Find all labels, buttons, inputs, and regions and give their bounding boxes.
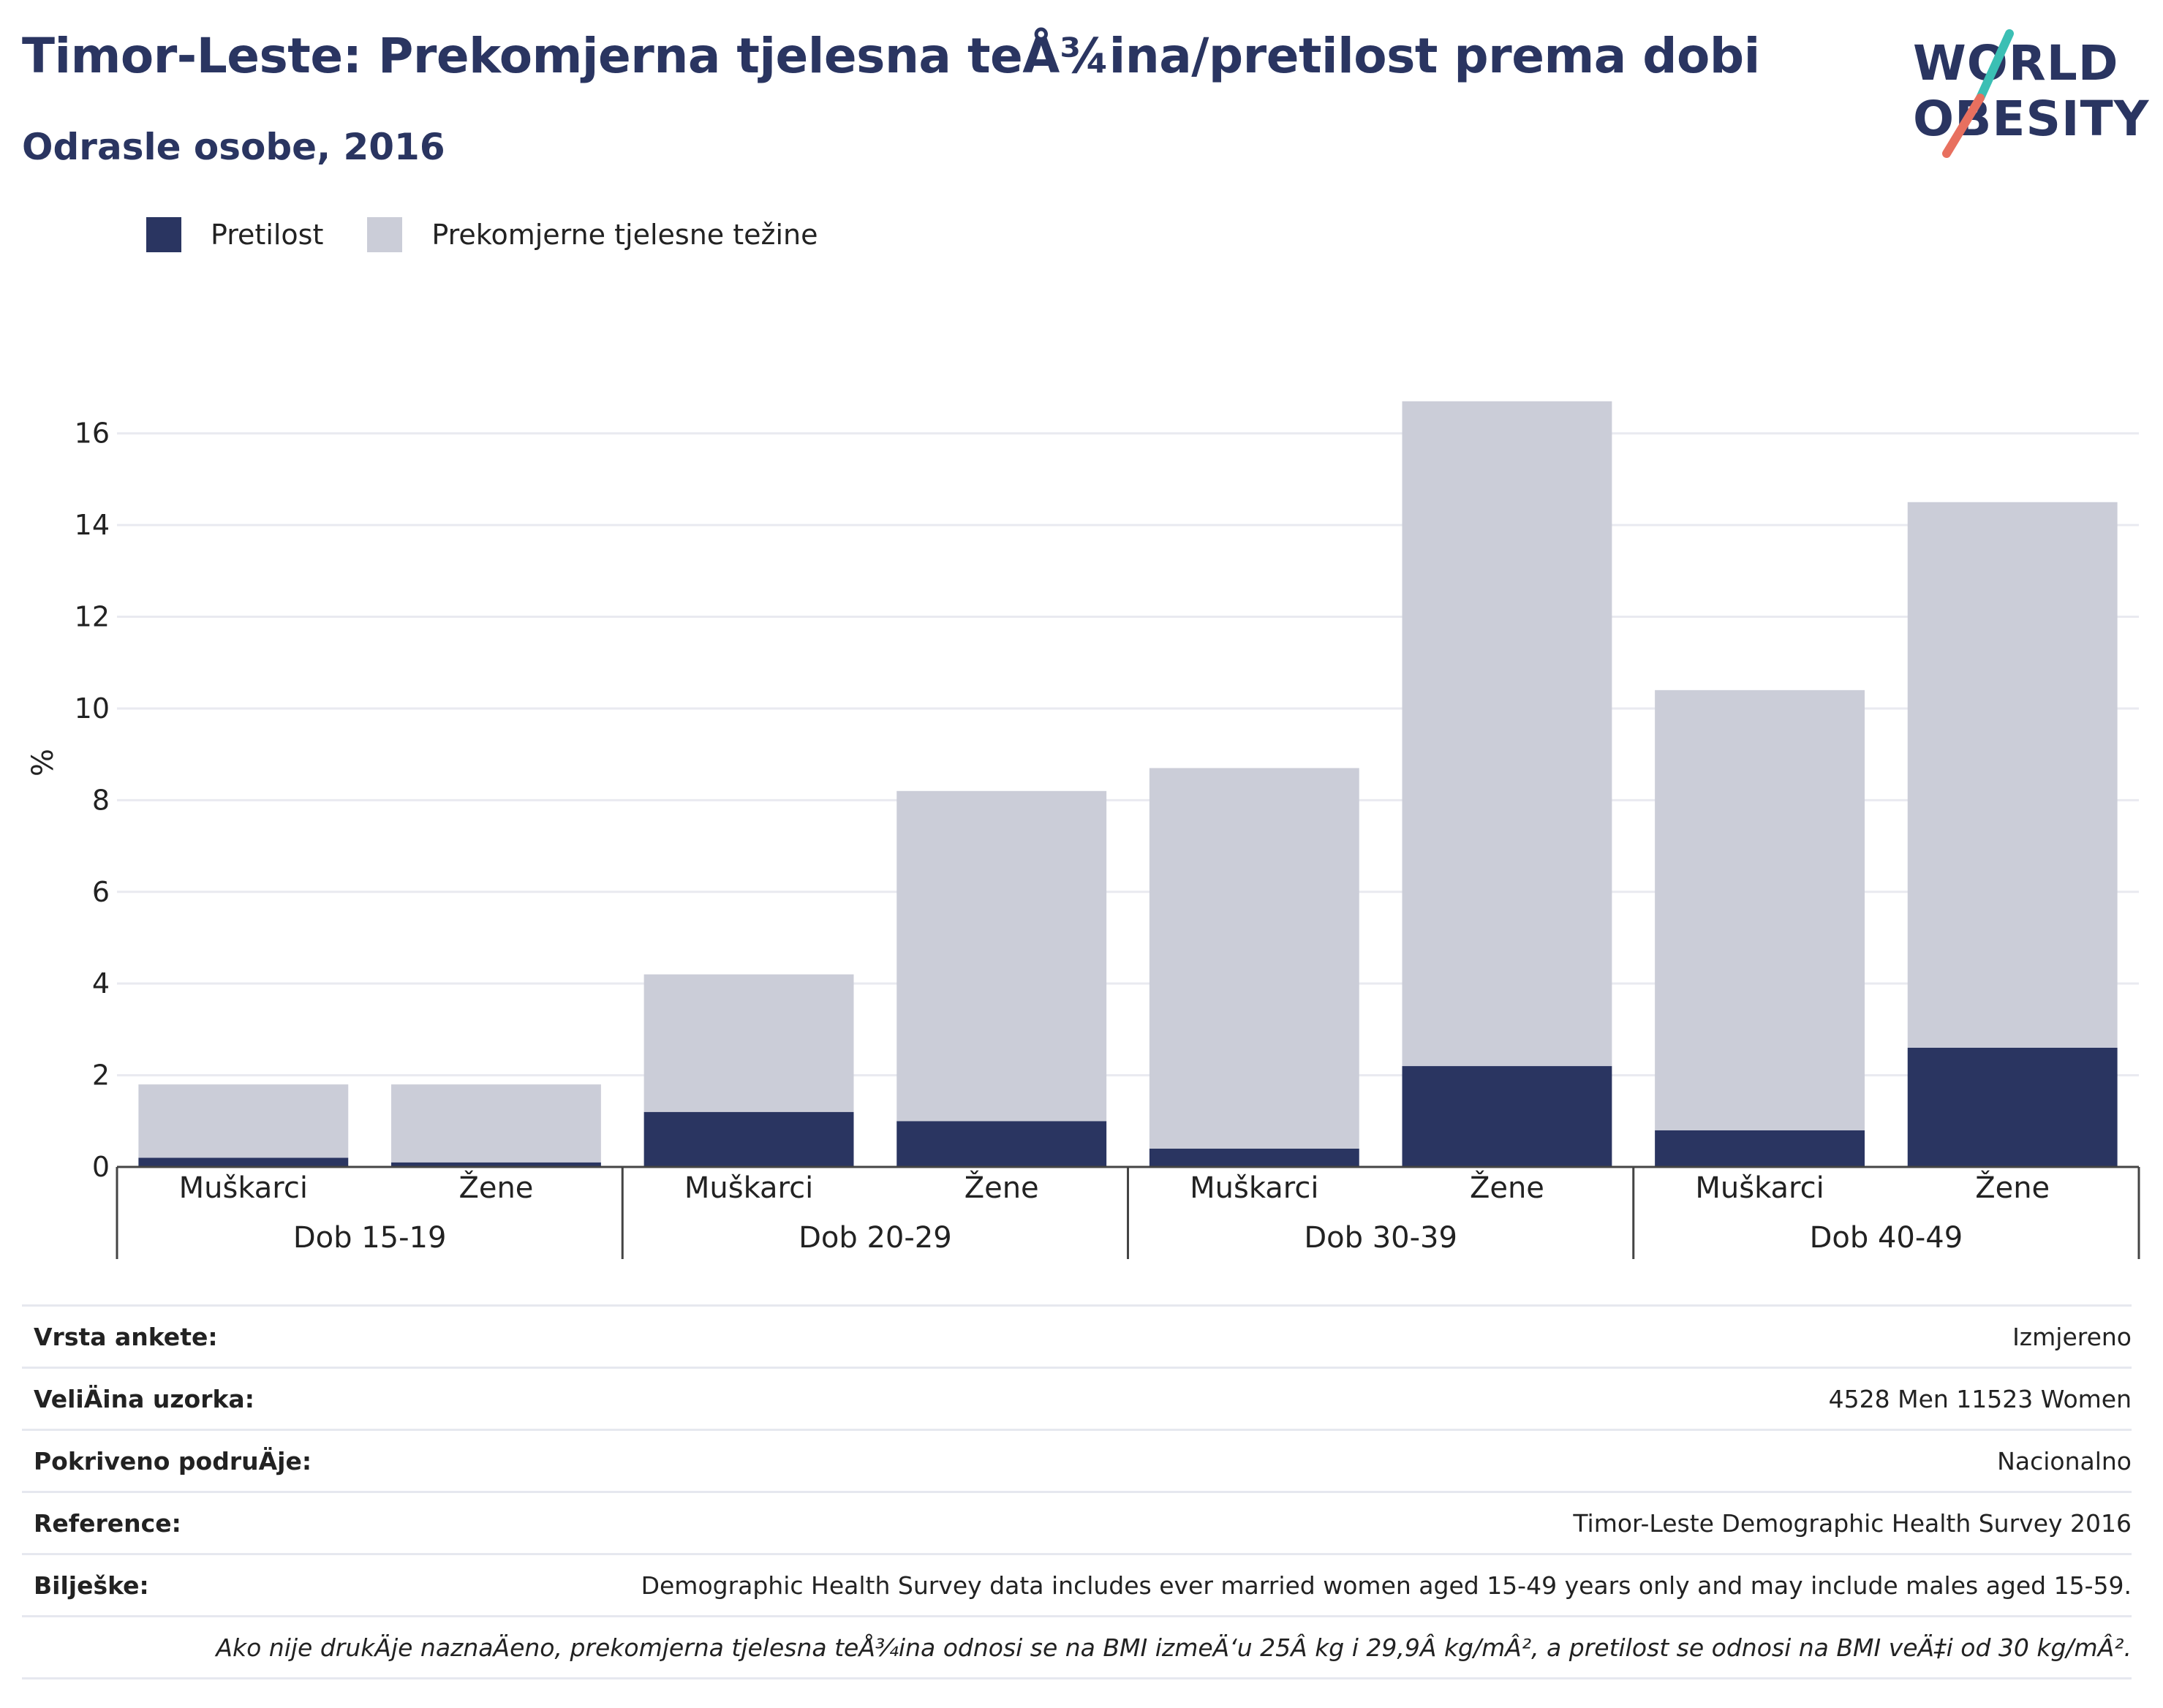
bmi-footnote: Ako nije drukÄje naznaÄeno, prekomjern… xyxy=(22,1615,2132,1679)
info-value: Demographic Health Survey data includes … xyxy=(641,1571,2132,1600)
info-row-sample-size: VeliÄina uzorka: 4528 Men 11523 Women xyxy=(22,1367,2132,1429)
y-tick-label: 2 xyxy=(92,1059,110,1092)
bar-obesity xyxy=(1403,1066,1612,1167)
x-tick-label: Muškarci xyxy=(684,1171,813,1205)
y-tick-label: 4 xyxy=(92,967,110,1000)
x-tick-label: Žene xyxy=(458,1170,533,1205)
bar-overweight xyxy=(1908,502,2118,1048)
x-tick-label: Žene xyxy=(965,1170,1039,1205)
x-tick-label: Muškarci xyxy=(1190,1171,1318,1205)
info-value: Timor-Leste Demographic Health Survey 20… xyxy=(1573,1509,2132,1538)
survey-info-table: Vrsta ankete: Izmjereno VeliÄina uzorka… xyxy=(22,1304,2132,1679)
bar-obesity xyxy=(1655,1130,1865,1167)
y-tick-label: 6 xyxy=(92,876,110,908)
y-tick-label: 16 xyxy=(75,417,110,450)
x-tick-label: Muškarci xyxy=(1695,1171,1824,1205)
y-tick-label: 14 xyxy=(75,509,110,541)
y-tick-label: 0 xyxy=(92,1151,110,1183)
y-tick-label: 8 xyxy=(92,784,110,816)
x-tick-label: Žene xyxy=(1470,1170,1544,1205)
group-label: Dob 15-19 xyxy=(293,1221,447,1255)
stacked-bar-chart: 0 2 4 6 8 10 12 14 16% Muškarci Žene Muškarci Žene Mu… xyxy=(0,0,2163,1287)
bar-obesity xyxy=(1908,1048,2118,1167)
info-key: VeliÄina uzorka: xyxy=(22,1385,254,1413)
bar-overweight xyxy=(1655,690,1865,1130)
y-axis-label: % xyxy=(26,749,60,776)
x-tick-label: Žene xyxy=(1975,1170,2050,1205)
info-row-reference: Reference: Timor-Leste Demographic Healt… xyxy=(22,1491,2132,1553)
bar-obesity xyxy=(138,1157,348,1167)
bar-overweight xyxy=(896,791,1106,1121)
bar-obesity xyxy=(896,1121,1106,1167)
bar-obesity xyxy=(644,1112,854,1167)
y-tick-label: 12 xyxy=(75,601,110,633)
group-label: Dob 20-29 xyxy=(799,1221,952,1255)
group-label: Dob 30-39 xyxy=(1304,1221,1457,1255)
y-tick-label: 10 xyxy=(75,692,110,725)
info-row-notes: Bilješke: Demographic Health Survey data… xyxy=(22,1553,2132,1615)
bar-overweight xyxy=(1150,768,1359,1148)
info-key: Pokriveno podruÄje: xyxy=(22,1447,312,1475)
bar-overweight xyxy=(138,1084,348,1157)
info-row-survey-type: Vrsta ankete: Izmjereno xyxy=(22,1304,2132,1367)
info-value: Nacionalno xyxy=(1997,1447,2132,1475)
info-key: Reference: xyxy=(22,1509,181,1538)
info-key: Vrsta ankete: xyxy=(22,1323,218,1351)
bar-overweight xyxy=(1403,401,1612,1066)
info-value: 4528 Men 11523 Women xyxy=(1829,1385,2132,1413)
group-label: Dob 40-49 xyxy=(1810,1221,1963,1255)
bar-overweight xyxy=(644,975,854,1112)
bar-overweight xyxy=(391,1084,601,1163)
bar-obesity xyxy=(1150,1149,1359,1167)
info-value: Izmjereno xyxy=(2012,1323,2132,1351)
x-tick-label: Muškarci xyxy=(179,1171,308,1205)
info-key: Bilješke: xyxy=(22,1571,149,1600)
info-row-area-covered: Pokriveno podruÄje: Nacionalno xyxy=(22,1429,2132,1491)
